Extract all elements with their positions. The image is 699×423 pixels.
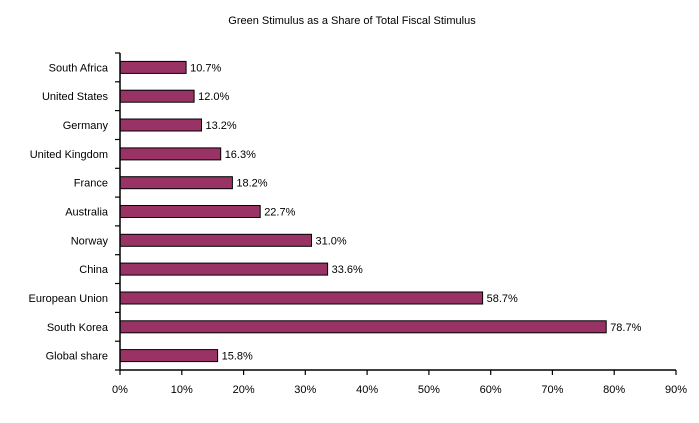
x-tick-label: 50% xyxy=(418,384,440,396)
category-label: Australia xyxy=(65,207,109,219)
bar-germany xyxy=(119,118,202,132)
x-tick-label: 40% xyxy=(356,384,378,396)
category-label: European Union xyxy=(28,293,108,305)
category-label: Norway xyxy=(71,235,109,247)
bar-united-kingdom xyxy=(119,147,222,161)
category-label: South Africa xyxy=(49,62,109,74)
x-tick-label: 70% xyxy=(541,384,563,396)
data-label: 13.2% xyxy=(206,120,237,132)
bar-south-korea xyxy=(119,320,607,334)
category-label: Germany xyxy=(63,120,109,132)
x-tick-label: 80% xyxy=(603,384,625,396)
axes-layer: 0% 10% 20% 30% 40% 50% 60% 70% 80% 90% xyxy=(112,52,687,396)
data-label: 31.0% xyxy=(316,235,347,247)
data-label: 15.8% xyxy=(222,351,253,363)
x-tick-label: 0% xyxy=(112,384,128,396)
x-tick-label: 10% xyxy=(171,384,193,396)
bar-australia xyxy=(119,205,261,218)
bar-france xyxy=(119,176,233,190)
data-label: 12.0% xyxy=(198,91,229,103)
data-label: 33.6% xyxy=(332,264,363,276)
x-tick-label: 30% xyxy=(294,384,316,396)
bar-norway xyxy=(119,233,312,247)
bar-china xyxy=(119,262,329,276)
bar-global-share xyxy=(119,349,219,363)
bar-european-union xyxy=(119,291,484,305)
x-tick-label: 20% xyxy=(233,384,255,396)
data-label: 58.7% xyxy=(487,293,518,305)
x-tick-label: 90% xyxy=(665,384,687,396)
data-label: 16.3% xyxy=(225,149,256,161)
category-label: China xyxy=(79,264,109,276)
bar-united-states xyxy=(119,89,195,103)
category-label: Global share xyxy=(46,351,108,363)
data-label: 22.7% xyxy=(264,207,295,219)
category-label: United States xyxy=(42,91,109,103)
x-tick-label: 60% xyxy=(480,384,502,396)
chart-title: Green Stimulus as a Share of Total Fisca… xyxy=(228,15,476,27)
data-label: 10.7% xyxy=(190,62,221,74)
category-label: South Korea xyxy=(47,322,109,334)
bars-layer: South Africa 10.7% United States 12.0% Germa… xyxy=(28,60,642,363)
data-label: 18.2% xyxy=(236,178,267,190)
data-label: 78.7% xyxy=(610,322,641,334)
bar-south-africa xyxy=(119,60,187,74)
category-label: United Kingdom xyxy=(30,149,108,161)
category-label: France xyxy=(74,178,108,190)
